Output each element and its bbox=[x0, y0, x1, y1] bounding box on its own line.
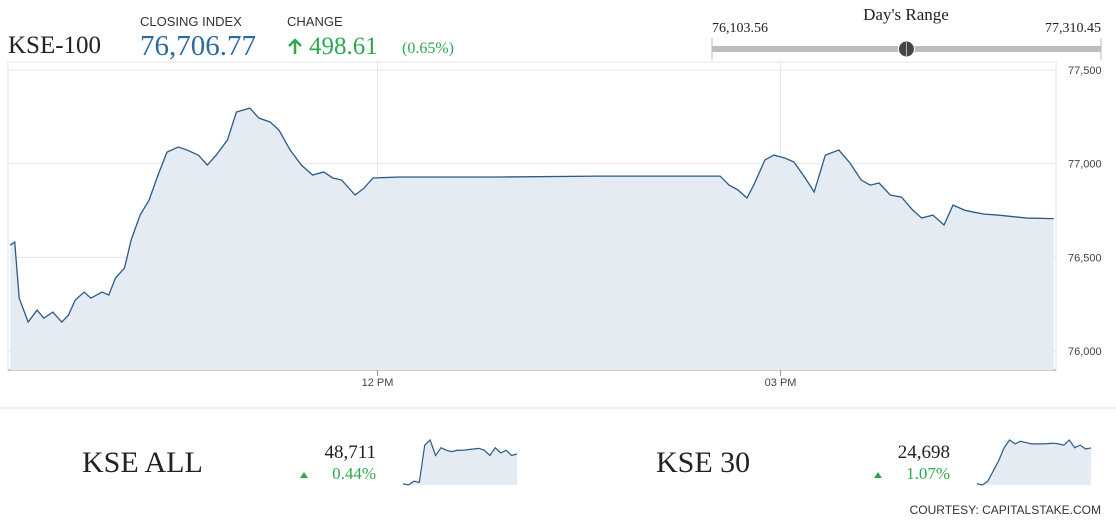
closing-label: CLOSING INDEX bbox=[140, 14, 242, 29]
up-triangle bbox=[874, 472, 882, 478]
spark-fill bbox=[977, 440, 1091, 485]
index-value: 48,711 bbox=[324, 442, 376, 463]
y-tick-label: 77,500 bbox=[1068, 65, 1102, 77]
index-change: 1.07% bbox=[906, 464, 950, 483]
y-tick-label: 76,000 bbox=[1068, 346, 1102, 358]
credit: COURTESY: CAPITALSTAKE.COM bbox=[910, 503, 1101, 517]
index-value: 24,698 bbox=[898, 442, 950, 463]
up-triangle bbox=[300, 472, 308, 478]
index-change: 0.44% bbox=[332, 464, 376, 483]
index-name: KSE ALL bbox=[82, 446, 203, 479]
area-fill bbox=[10, 108, 1054, 371]
index-name: KSE 30 bbox=[656, 446, 750, 479]
index-line bbox=[9, 107, 1054, 324]
range-high: 77,310.45 bbox=[1045, 21, 1101, 36]
y-tick-label: 76,500 bbox=[1068, 252, 1102, 264]
range-title: Day's Range bbox=[863, 5, 949, 24]
change-label: CHANGE bbox=[287, 14, 343, 29]
spark-fill bbox=[403, 440, 517, 485]
change: 498.61 bbox=[309, 33, 378, 60]
spark-line bbox=[402, 438, 518, 486]
closing-index: 76,706.77 bbox=[140, 30, 256, 62]
y-tick-label: 77,000 bbox=[1068, 159, 1102, 171]
spark-line bbox=[976, 439, 1092, 486]
up-arrow bbox=[288, 38, 302, 54]
x-tick-label: 03 PM bbox=[765, 377, 797, 389]
change-pct: (0.65%) bbox=[402, 40, 454, 57]
x-tick-label: 12 PM bbox=[362, 377, 394, 389]
symbol: KSE-100 bbox=[8, 32, 101, 59]
range-low: 76,103.56 bbox=[712, 21, 768, 36]
